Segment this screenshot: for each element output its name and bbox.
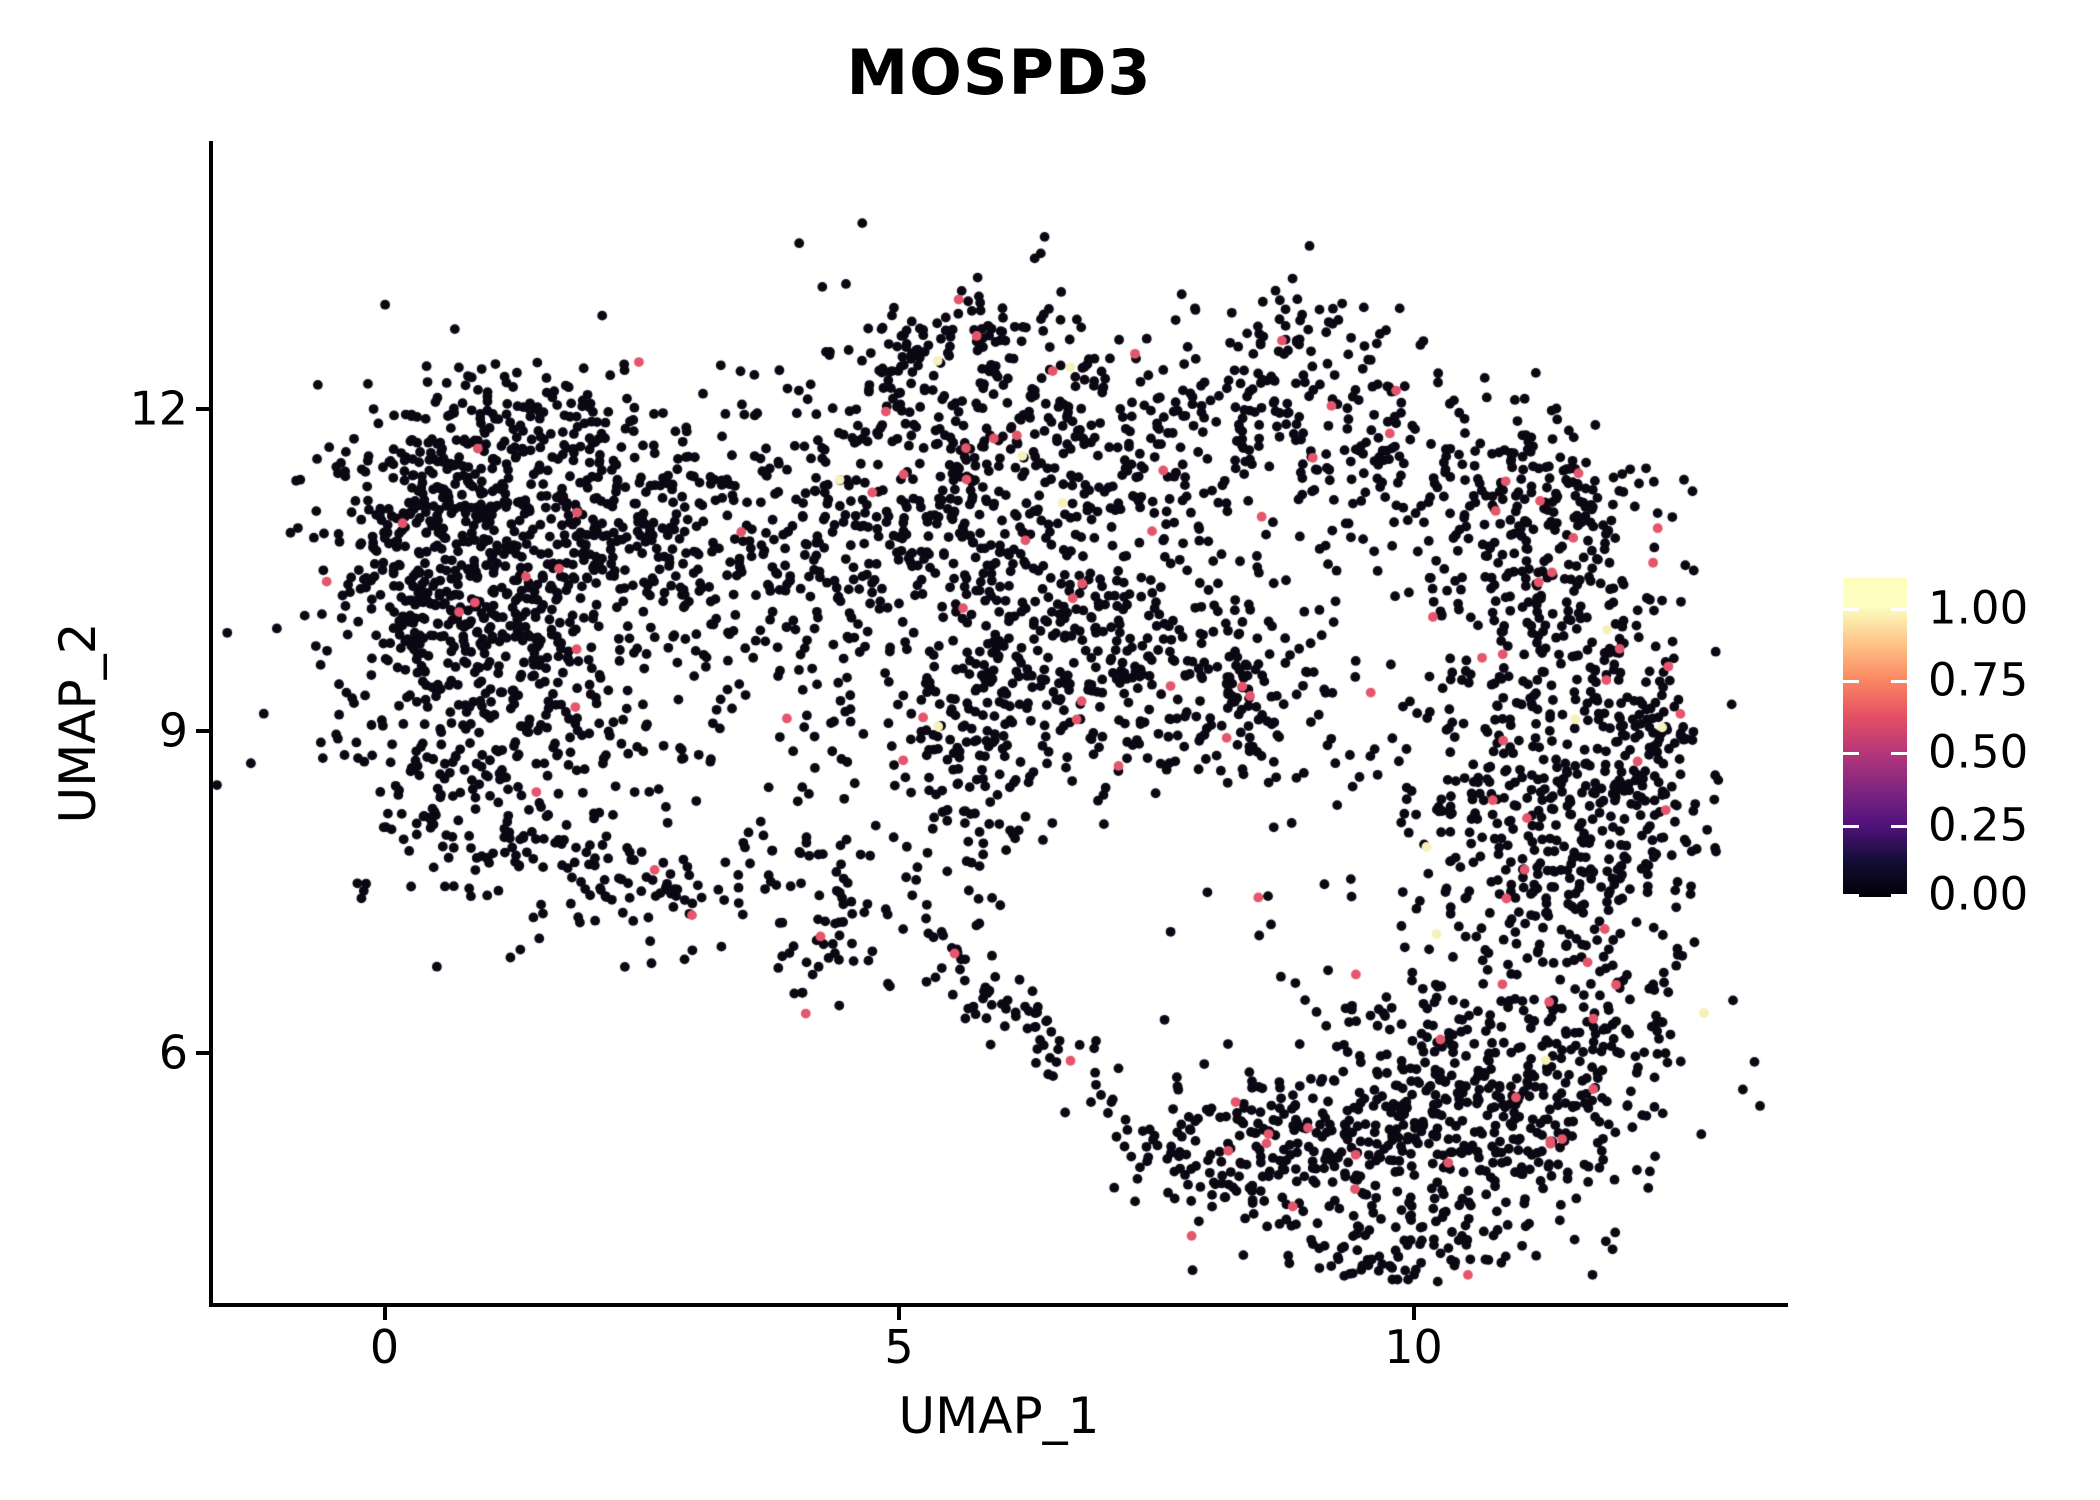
legend-tick-label: 1.00	[1928, 581, 2029, 635]
colorbar-tick-mark	[1891, 752, 1907, 756]
colorbar-tick-mark	[1891, 894, 1907, 897]
y-tick-label: 6	[158, 1025, 188, 1080]
colorbar-tick-mark	[1843, 680, 1859, 684]
x-axis-line	[209, 1303, 1788, 1307]
colorbar-tick-mark	[1843, 894, 1859, 897]
y-axis-title: UMAP_2	[49, 622, 107, 824]
x-tick-mark	[382, 1307, 387, 1320]
colorbar-tick-mark	[1843, 607, 1859, 611]
y-tick-mark	[196, 1050, 209, 1055]
y-tick-mark	[196, 407, 209, 411]
x-axis-title: UMAP_1	[898, 1387, 1100, 1445]
colorbar-tick-mark	[1891, 824, 1907, 828]
x-tick-label: 5	[884, 1320, 914, 1374]
x-tick-label: 0	[369, 1320, 400, 1374]
legend-tick-label: 0.25	[1928, 798, 2029, 852]
legend-tick-label: 0.75	[1928, 653, 2029, 707]
legend-tick-label: 0.50	[1928, 725, 2029, 779]
y-tick-mark	[196, 728, 209, 733]
y-tick-label: 9	[158, 703, 188, 758]
y-tick-label: 12	[129, 381, 188, 436]
colorbar-tick-mark	[1843, 824, 1859, 828]
colorbar-tick-mark	[1891, 607, 1907, 611]
x-tick-mark	[897, 1307, 901, 1320]
x-tick-label: 10	[1384, 1320, 1443, 1374]
colorbar-gradient	[1843, 578, 1907, 897]
x-tick-mark	[1411, 1307, 1416, 1320]
colorbar-tick-mark	[1843, 752, 1859, 756]
legend-tick-label: 0.00	[1928, 867, 2029, 921]
y-axis-line	[209, 141, 213, 1307]
colorbar-tick-mark	[1891, 680, 1907, 684]
